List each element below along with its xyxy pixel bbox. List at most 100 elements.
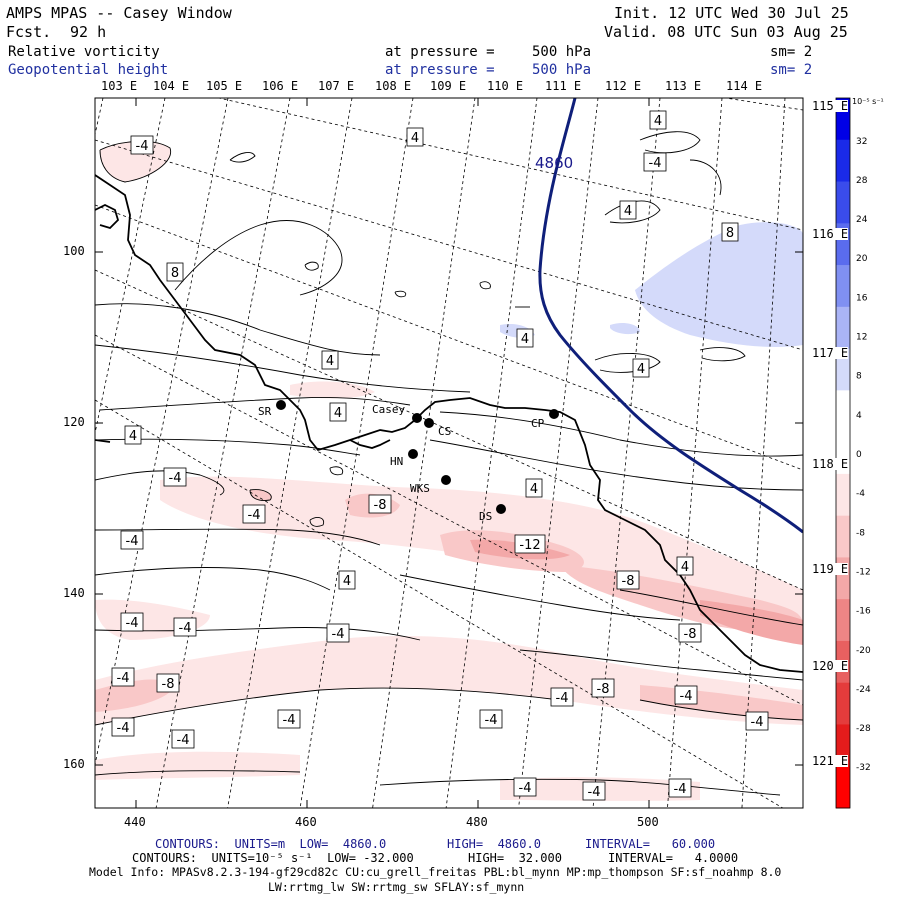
contour-label: 4	[411, 131, 419, 146]
field-height-level-label: at pressure =	[385, 62, 495, 78]
height-contour-label: 4860	[535, 154, 573, 172]
height-contour-4860	[538, 98, 803, 534]
contour-label-box	[516, 328, 534, 348]
contour-label-box	[111, 667, 135, 687]
map-title: AMPS MPAS -- Casey Window	[6, 4, 232, 22]
contour-label: -8	[162, 677, 175, 692]
contour-label-box	[676, 556, 694, 576]
footer-physics-info: LW:rrtmg_lw SW:rrtmg_sw SFLAY:sf_mynn	[268, 880, 525, 894]
station-cs-label: CS	[438, 425, 451, 438]
x-tick-label: 460	[295, 815, 317, 829]
station-cp-marker	[549, 409, 559, 419]
contour-label: -4	[680, 689, 693, 704]
axis-ticks	[95, 98, 803, 808]
colorbar-swatch	[836, 348, 850, 391]
contour-label-box	[329, 402, 347, 422]
contour-label-box	[368, 494, 392, 514]
contour-label: -4	[179, 621, 192, 636]
right-longitude-label: 120 E	[812, 659, 849, 673]
forecast-hours: 92 h	[70, 23, 107, 41]
contour-label: 4	[624, 204, 632, 219]
contour-label-box	[619, 200, 637, 220]
contour-label-box	[616, 570, 640, 590]
colorbar-swatch	[836, 766, 850, 809]
contour-label-box	[163, 467, 187, 487]
contour-label: -4	[519, 781, 532, 796]
contour-label: -4	[674, 782, 687, 797]
station-sr-label: SR	[258, 405, 272, 418]
stations: SR Casey CS HN WKS DS CP	[258, 400, 559, 523]
negative-vorticity-shading	[95, 141, 803, 801]
colorbar-label: 0	[856, 450, 862, 460]
colorbar-swatch	[836, 306, 850, 350]
colorbar-label: -12	[856, 567, 871, 577]
contour-label: 4	[637, 362, 645, 377]
contour-label-box	[111, 717, 135, 737]
right-longitude-label: 121 E	[812, 754, 849, 768]
top-longitude-label: 107 E	[318, 79, 355, 93]
contour-label-box	[166, 262, 184, 282]
contour-label-box	[173, 617, 197, 637]
colorbar-swatch	[836, 515, 850, 558]
contour-label: 4	[129, 429, 137, 444]
colorbar-swatch	[836, 139, 850, 183]
station-hn-marker	[408, 449, 418, 459]
contour-label-box	[338, 570, 356, 590]
colorbar-label: -4	[856, 489, 865, 499]
valid-time: Valid. 08 UTC Sun 03 Aug 25	[604, 23, 848, 41]
contour-label: -4	[117, 671, 130, 686]
contour-label: 4	[343, 574, 351, 589]
contour-label-box	[406, 127, 424, 147]
contour-label-box	[321, 350, 339, 370]
contour-label: -4	[136, 139, 149, 154]
top-longitude-label: 114 E	[726, 79, 763, 93]
station-hn-label: HN	[390, 455, 403, 468]
footer-vort-contours: CONTOURS: UNITS=10⁻⁵ s⁻¹ LOW= -32.000	[132, 851, 414, 865]
top-longitude-label: 109 E	[430, 79, 467, 93]
contour-label: -4	[177, 733, 190, 748]
colorbar-label: -32	[856, 763, 871, 773]
station-wks-marker	[441, 475, 451, 485]
y-tick-label: 160	[63, 757, 85, 771]
field-vorticity-smooth: sm= 2	[770, 44, 813, 60]
contour-label-box	[156, 673, 180, 693]
station-ds-marker	[496, 504, 506, 514]
contour-label-box	[525, 478, 543, 498]
contour-label: -8	[622, 574, 635, 589]
station-casey-marker	[412, 413, 422, 423]
contour-label-box	[745, 711, 769, 731]
contour-label-box	[674, 685, 698, 705]
contour-label-box	[721, 222, 739, 242]
contour-label: -4	[126, 534, 139, 549]
field-height-smooth: sm= 2	[770, 62, 813, 78]
map-frame	[94, 97, 804, 809]
station-ds-label: DS	[479, 510, 492, 523]
top-longitude-label: 112 E	[605, 79, 642, 93]
contour-label: -4	[169, 471, 182, 486]
contour-label: -12	[519, 538, 540, 553]
colorbar-label: -8	[856, 528, 865, 538]
station-sr-marker	[276, 400, 286, 410]
colorbar-label: 24	[856, 215, 868, 225]
contour-label-box	[242, 504, 266, 524]
right-longitude-label: 115 E	[812, 99, 849, 113]
colorbar: 32 28 24 20 16 12 8 4 0 -4 -8 -12 -16 -20 -24 -28 -32 10⁻…	[835, 97, 884, 809]
top-longitude-label: 113 E	[665, 79, 702, 93]
contour-label-box	[130, 135, 154, 155]
colorbar-frame	[835, 97, 851, 809]
right-longitude-label: 119 E	[812, 562, 849, 576]
right-longitude-label: 116 E	[812, 227, 849, 241]
top-longitude-label: 103 E	[101, 79, 138, 93]
top-longitude-label: 104 E	[153, 79, 190, 93]
x-tick-label: 500	[637, 815, 659, 829]
footer-height-high: HIGH= 4860.0	[447, 837, 541, 851]
contour-label-box	[649, 110, 667, 130]
y-tick-label: 120	[63, 415, 85, 429]
colorbar-label: 8	[856, 372, 862, 382]
colorbar-label: 12	[856, 333, 867, 343]
colorbar-label: -24	[856, 685, 871, 695]
x-tick-label: 480	[466, 815, 488, 829]
contour-label-box	[550, 687, 574, 707]
field-vorticity-name: Relative vorticity	[8, 44, 160, 60]
contour-label-box	[632, 358, 650, 378]
